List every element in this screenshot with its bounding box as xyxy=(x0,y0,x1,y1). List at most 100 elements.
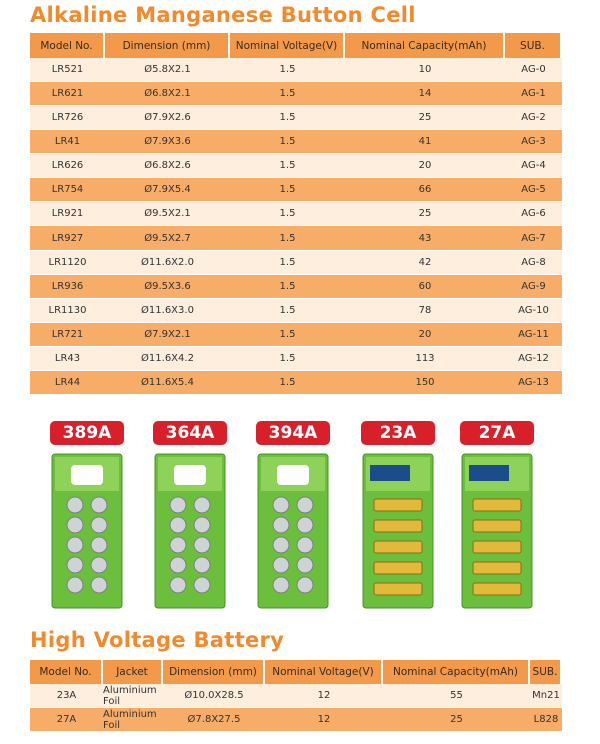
table-cell: Ø11.6X2.0 xyxy=(105,250,230,274)
table-cell: AG-12 xyxy=(505,346,562,370)
table-cell: AG-1 xyxy=(505,82,562,106)
header-cell: Nominal Capacity(mAh) xyxy=(345,33,505,58)
product-image xyxy=(154,453,226,609)
table-cell: LR44 xyxy=(30,370,105,394)
product-label: 23A xyxy=(361,421,435,445)
table-cell: Ø11.6X5.4 xyxy=(105,370,230,394)
table-cell: 14 xyxy=(345,82,505,106)
table-cell: 1.5 xyxy=(230,202,345,226)
table-cell: Ø7.9X3.6 xyxy=(105,130,230,154)
table-cell: LR921 xyxy=(30,202,105,226)
product-label: 394A xyxy=(256,421,330,445)
table-cell: LR1130 xyxy=(30,298,105,322)
table-cell: AG-9 xyxy=(505,274,562,298)
table-cell: Ø9.5X2.7 xyxy=(105,226,230,250)
table-cell: Ø6.8X2.6 xyxy=(105,154,230,178)
table-cell: Aluminium Foil xyxy=(103,684,163,707)
table-cell: 23A xyxy=(30,684,103,707)
table-cell: Ø10.0X28.5 xyxy=(163,684,265,707)
product-image xyxy=(51,453,123,609)
product-label: 389A xyxy=(50,421,124,445)
table-cell: Ø9.5X3.6 xyxy=(105,274,230,298)
table-cell: 20 xyxy=(345,154,505,178)
header-cell: Nominal Voltage(V) xyxy=(265,660,383,684)
table-cell: Ø7.9X5.4 xyxy=(105,178,230,202)
table-cell: AG-10 xyxy=(505,298,562,322)
table-cell: 25 xyxy=(345,106,505,130)
table-cell: 1.5 xyxy=(230,130,345,154)
table-cell: 1.5 xyxy=(230,154,345,178)
table-cell: LR927 xyxy=(30,226,105,250)
table-cell: 1.5 xyxy=(230,274,345,298)
table-cell: Ø11.6X3.0 xyxy=(105,298,230,322)
table-cell: LR721 xyxy=(30,322,105,346)
product-image xyxy=(461,453,533,609)
table-cell: Ø7.9X2.6 xyxy=(105,106,230,130)
table-cell: 1.5 xyxy=(230,82,345,106)
table-cell: AG-3 xyxy=(505,130,562,154)
table-cell: LR41 xyxy=(30,130,105,154)
table-cell: 1.5 xyxy=(230,370,345,394)
table-cell: LR621 xyxy=(30,82,105,106)
header-cell: SUB. xyxy=(505,33,562,58)
table-cell: Ø7.8X27.5 xyxy=(163,708,265,731)
header-cell: Model No. xyxy=(30,33,105,58)
table-cell: LR1120 xyxy=(30,250,105,274)
table-cell: 41 xyxy=(345,130,505,154)
table-cell: AG-8 xyxy=(505,250,562,274)
table-cell: Ø7.9X2.1 xyxy=(105,322,230,346)
table-cell: AG-11 xyxy=(505,322,562,346)
table-cell: 1.5 xyxy=(230,226,345,250)
table-cell: 60 xyxy=(345,274,505,298)
table-cell: AG-2 xyxy=(505,106,562,130)
table-cell: 25 xyxy=(383,708,530,731)
table-cell: 1.5 xyxy=(230,250,345,274)
product-image xyxy=(257,453,329,609)
table-cell: L828 xyxy=(530,708,562,731)
table-cell: LR626 xyxy=(30,154,105,178)
table-cell: Ø11.6X4.2 xyxy=(105,346,230,370)
table-cell: 1.5 xyxy=(230,322,345,346)
header-cell: SUB. xyxy=(530,660,562,684)
table-cell: AG-13 xyxy=(505,370,562,394)
table-cell: 1.5 xyxy=(230,58,345,82)
section-title: High Voltage Battery xyxy=(30,628,285,652)
table-cell: 12 xyxy=(265,708,383,731)
header-cell: Dimension (mm) xyxy=(105,33,230,58)
header-cell: Nominal Voltage(V) xyxy=(230,33,345,58)
table-cell: 43 xyxy=(345,226,505,250)
table-cell: AG-5 xyxy=(505,178,562,202)
table-cell: LR521 xyxy=(30,58,105,82)
table-cell: 1.5 xyxy=(230,346,345,370)
table-cell: Ø6.8X2.1 xyxy=(105,82,230,106)
section-title: Alkaline Manganese Button Cell xyxy=(30,3,416,27)
table-cell: Mn21 xyxy=(530,684,562,707)
table-cell: Ø5.8X2.1 xyxy=(105,58,230,82)
table-cell: 78 xyxy=(345,298,505,322)
table-cell: 1.5 xyxy=(230,106,345,130)
table-cell: AG-6 xyxy=(505,202,562,226)
table-cell: 150 xyxy=(345,370,505,394)
header-cell: Model No. xyxy=(30,660,103,684)
table-cell: AG-7 xyxy=(505,226,562,250)
table-cell: LR754 xyxy=(30,178,105,202)
table-cell: AG-0 xyxy=(505,58,562,82)
table-cell: Ø9.5X2.1 xyxy=(105,202,230,226)
table-cell: 66 xyxy=(345,178,505,202)
table-cell: 12 xyxy=(265,684,383,707)
header-cell: Nominal Capacity(mAh) xyxy=(383,660,530,684)
table-cell: 42 xyxy=(345,250,505,274)
table-cell: 1.5 xyxy=(230,178,345,202)
table-cell: Aluminium Foil xyxy=(103,708,163,731)
product-label: 364A xyxy=(153,421,227,445)
table-cell: 27A xyxy=(30,708,103,731)
table-cell: 25 xyxy=(345,202,505,226)
product-image xyxy=(362,453,434,609)
table-cell: LR726 xyxy=(30,106,105,130)
table-cell: LR43 xyxy=(30,346,105,370)
table-cell: 55 xyxy=(383,684,530,707)
table-cell: 20 xyxy=(345,322,505,346)
table-cell: 1.5 xyxy=(230,298,345,322)
product-label: 27A xyxy=(460,421,534,445)
